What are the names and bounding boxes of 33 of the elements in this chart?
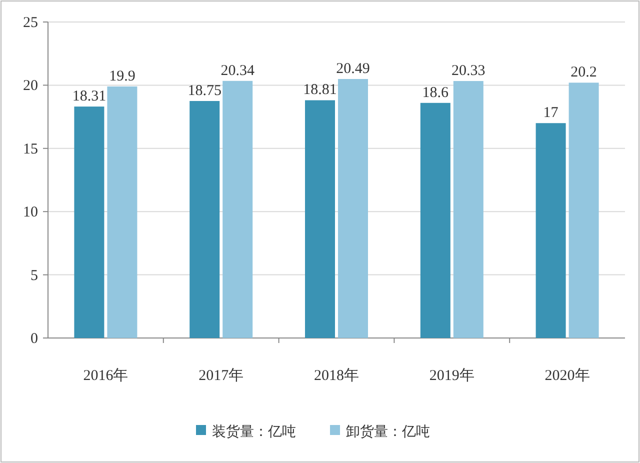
legend-label: 装货量：亿吨 (212, 424, 296, 440)
bar (420, 102, 450, 338)
data-label: 18.81 (303, 82, 337, 98)
data-label: 17 (543, 105, 559, 122)
bar (568, 82, 599, 338)
x-tick-label: 2018年 (314, 367, 359, 384)
y-tick-label: 15 (23, 141, 38, 158)
bar (107, 86, 138, 338)
bar (536, 123, 566, 338)
bar (190, 101, 220, 338)
data-label: 20.34 (220, 62, 255, 79)
x-tick-label: 2020年 (544, 367, 590, 384)
data-label: 18.75 (188, 83, 222, 99)
bar (453, 81, 484, 338)
x-tick-label: 2019年 (429, 367, 474, 384)
bar (222, 80, 253, 338)
bar (338, 79, 368, 338)
y-tick-label: 25 (23, 15, 38, 31)
bar (305, 100, 335, 338)
data-label: 19.9 (109, 68, 136, 84)
data-label: 20.33 (452, 63, 486, 80)
data-label: 20.49 (336, 61, 370, 78)
bar (74, 106, 104, 338)
y-tick-label: 5 (30, 268, 38, 284)
data-label: 18.31 (72, 88, 106, 105)
data-label: 20.2 (570, 64, 597, 81)
y-tick-label: 10 (23, 204, 38, 221)
y-tick-label: 0 (30, 331, 38, 347)
y-tick-label: 20 (23, 78, 38, 94)
x-tick-label: 2017年 (198, 367, 244, 384)
x-tick-label: 2016年 (83, 367, 128, 384)
legend-label: 卸货量：亿吨 (346, 424, 430, 440)
data-label: 18.6 (422, 84, 450, 101)
